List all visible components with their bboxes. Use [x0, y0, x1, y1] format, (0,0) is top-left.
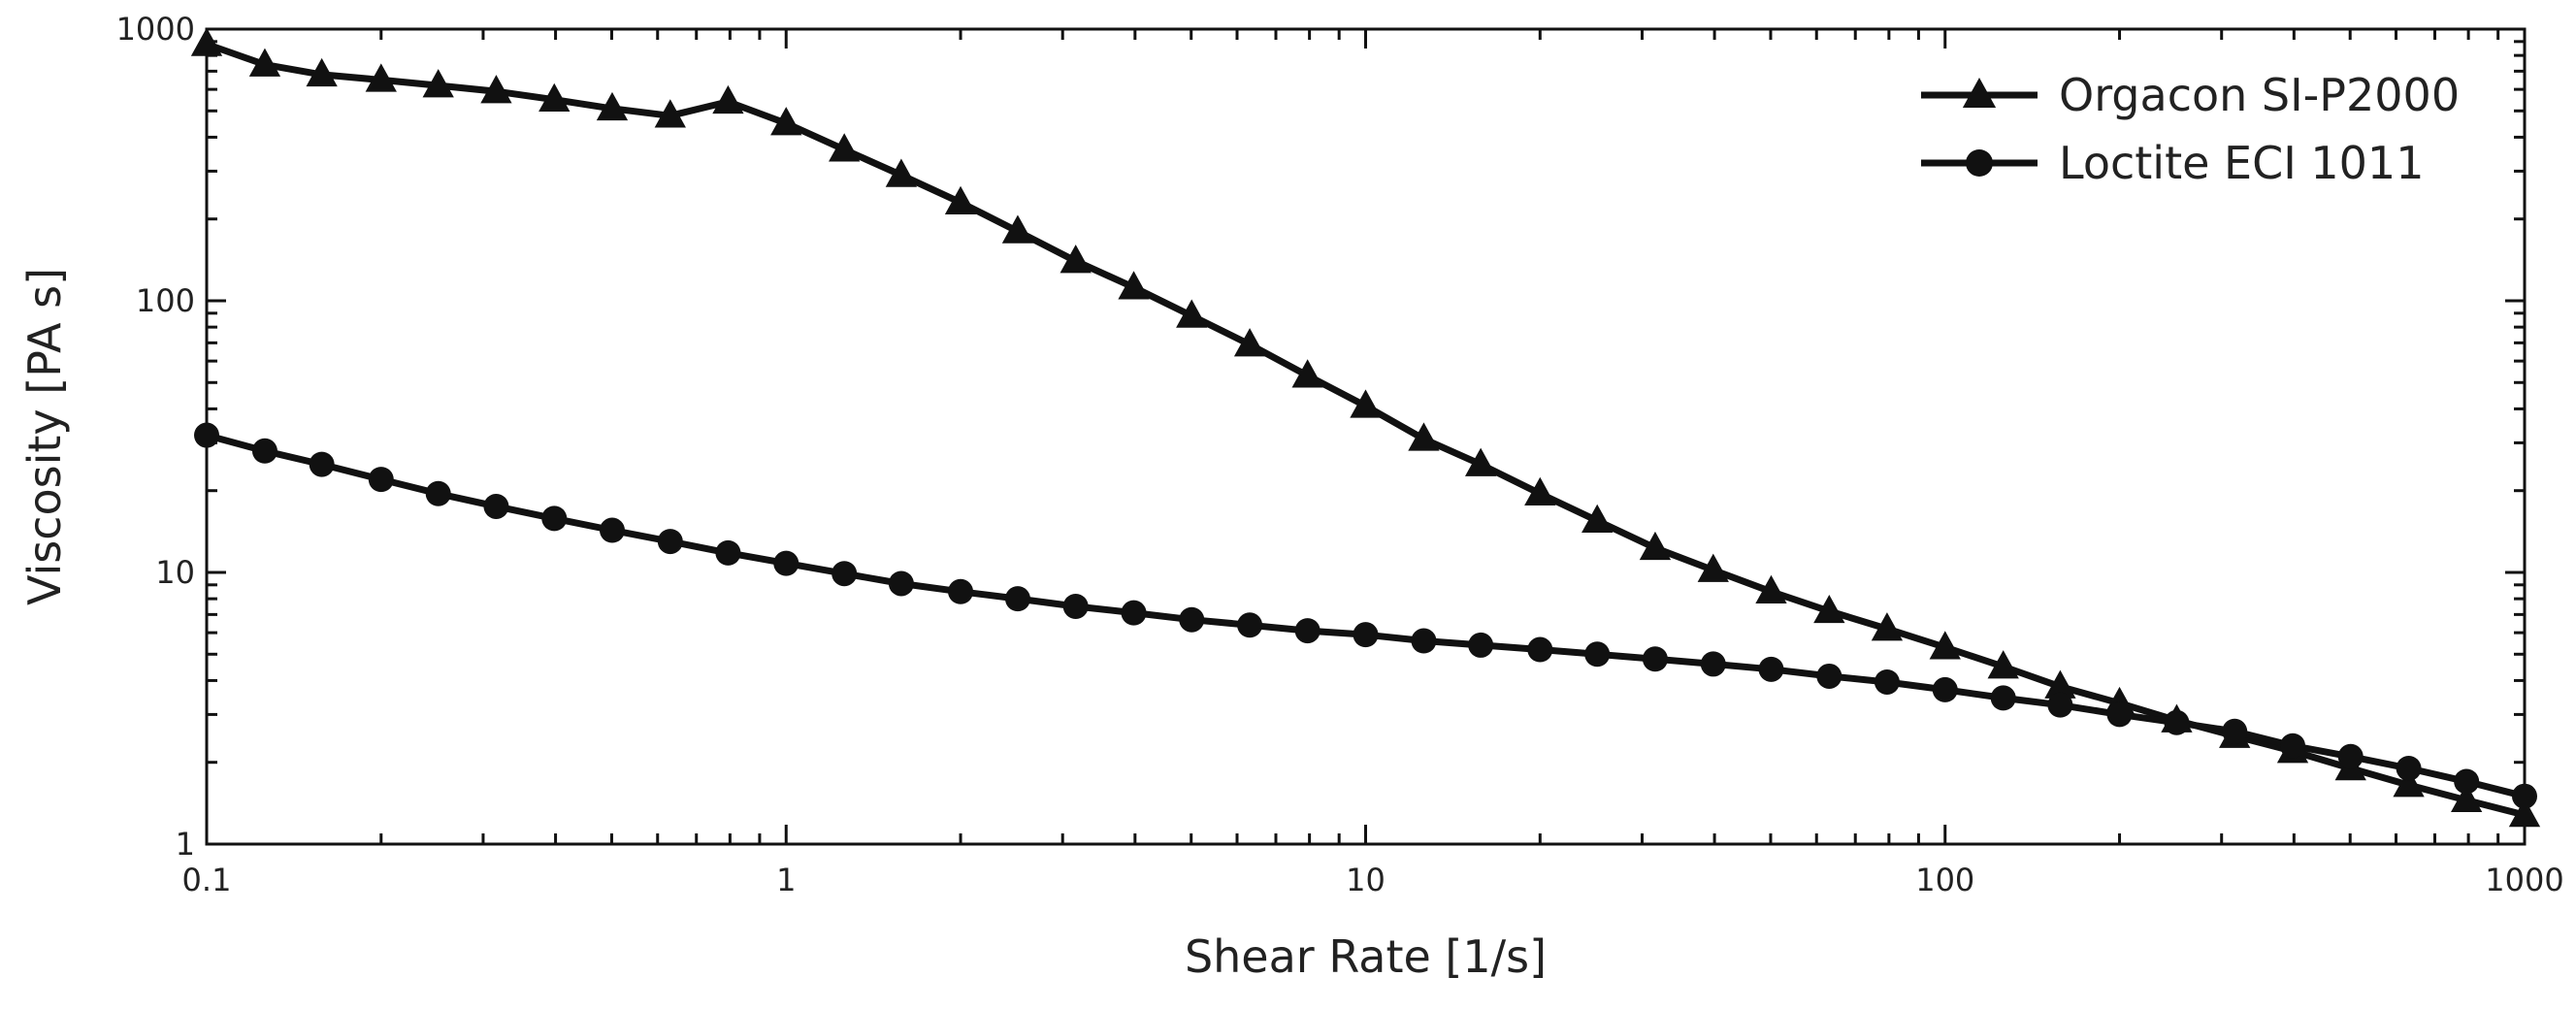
data-point-orgacon	[1871, 612, 1904, 641]
data-point-loctite	[599, 517, 625, 543]
data-point-orgacon	[365, 63, 397, 92]
data-point-orgacon	[1639, 531, 1672, 561]
data-point-loctite	[368, 467, 394, 493]
data-point-loctite	[715, 539, 741, 566]
data-point-orgacon	[1813, 594, 1845, 624]
x-axis-title: Shear Rate [1/s]	[1185, 930, 1547, 983]
data-point-loctite	[1584, 641, 1611, 668]
data-point-orgacon	[248, 48, 281, 77]
data-point-orgacon	[1291, 359, 1323, 388]
data-point-orgacon	[944, 185, 977, 214]
data-point-loctite	[425, 480, 451, 506]
data-point-loctite	[2396, 755, 2422, 781]
plot-frame	[205, 27, 2527, 846]
data-point-loctite	[773, 550, 799, 576]
data-point-loctite	[1062, 593, 1089, 619]
data-point-orgacon	[829, 133, 861, 162]
data-point-loctite	[1353, 622, 1379, 648]
data-point-orgacon	[1060, 244, 1092, 274]
data-point-orgacon	[596, 91, 629, 121]
data-point-loctite	[2106, 701, 2133, 728]
data-point-loctite	[1411, 628, 1437, 654]
data-point-loctite	[251, 438, 277, 464]
data-point-orgacon	[1176, 299, 1208, 328]
x-tick-label: 1	[776, 862, 796, 898]
legend-circle-marker	[1966, 149, 1993, 177]
data-point-orgacon	[1581, 504, 1614, 533]
legend-label-orgacon: Orgacon SI-P2000	[2059, 69, 2460, 121]
data-point-orgacon	[712, 84, 744, 114]
data-point-orgacon	[1524, 476, 1556, 506]
series-line-loctite	[206, 432, 2526, 800]
legend: Orgacon SI-P2000 Loctite ECI 1011	[1921, 69, 2460, 189]
data-point-orgacon	[1408, 422, 1440, 451]
data-point-orgacon	[2451, 783, 2483, 813]
legend-triangle-marker	[1962, 78, 1997, 108]
data-point-loctite	[657, 529, 683, 555]
data-point-orgacon	[1350, 389, 1382, 418]
data-point-loctite	[2454, 768, 2480, 795]
data-point-orgacon	[480, 75, 512, 104]
data-point-orgacon	[538, 82, 571, 112]
data-point-orgacon	[1755, 574, 1787, 604]
y-tick-label: 100	[136, 282, 195, 319]
data-point-loctite	[1874, 668, 1900, 695]
legend-entry-orgacon: Orgacon SI-P2000	[1921, 69, 2460, 121]
data-point-loctite	[1758, 656, 1784, 682]
data-point-loctite	[2280, 733, 2306, 759]
data-point-loctite	[1527, 636, 1553, 663]
data-point-loctite	[483, 493, 509, 519]
data-point-orgacon	[2393, 768, 2425, 798]
data-point-loctite	[2222, 718, 2248, 744]
data-point-orgacon	[885, 158, 918, 187]
data-point-orgacon	[306, 57, 338, 87]
data-point-loctite	[2337, 743, 2364, 769]
data-point-loctite	[1816, 663, 1842, 689]
data-point-loctite	[888, 570, 914, 597]
data-point-loctite	[1932, 676, 1958, 702]
x-tick-label: 1000	[2485, 862, 2563, 898]
data-point-orgacon	[422, 69, 454, 98]
x-tick-label: 10	[1346, 862, 1386, 898]
data-point-orgacon	[1233, 328, 1266, 357]
legend-entry-loctite: Loctite ECI 1011	[1921, 137, 2424, 189]
data-point-loctite	[1990, 685, 2016, 711]
data-point-loctite	[1004, 586, 1030, 612]
data-point-loctite	[1468, 632, 1494, 658]
data-point-orgacon	[1118, 271, 1150, 300]
y-axis-title: Viscosity [PA s]	[18, 268, 71, 605]
y-tick-label: 1	[176, 826, 195, 863]
series-lines	[190, 27, 2541, 828]
data-point-orgacon	[1464, 447, 1497, 476]
data-point-loctite	[831, 561, 858, 587]
data-point-loctite	[1642, 646, 1668, 672]
data-point-loctite	[1237, 612, 1263, 638]
y-tick-label: 1000	[116, 11, 195, 48]
x-tick-label: 100	[1915, 862, 1974, 898]
data-point-orgacon	[1001, 214, 1034, 244]
x-tick-label: 0.1	[182, 862, 232, 898]
data-point-loctite	[948, 578, 974, 604]
data-point-orgacon	[1697, 553, 1729, 582]
legend-label-loctite: Loctite ECI 1011	[2059, 137, 2424, 189]
data-point-loctite	[1179, 606, 1205, 633]
data-point-loctite	[1294, 618, 1321, 644]
data-point-orgacon	[654, 99, 686, 128]
data-point-orgacon	[2044, 669, 2076, 699]
data-point-loctite	[1700, 651, 1726, 677]
data-point-loctite	[541, 505, 568, 532]
data-point-loctite	[2047, 692, 2073, 718]
data-point-loctite	[1121, 600, 1147, 626]
data-point-loctite	[2164, 709, 2190, 735]
data-point-loctite	[309, 451, 335, 477]
data-point-orgacon	[1987, 650, 2019, 679]
data-point-orgacon	[770, 107, 802, 136]
y-tick-label: 10	[155, 554, 195, 591]
data-point-orgacon	[1929, 631, 1961, 660]
